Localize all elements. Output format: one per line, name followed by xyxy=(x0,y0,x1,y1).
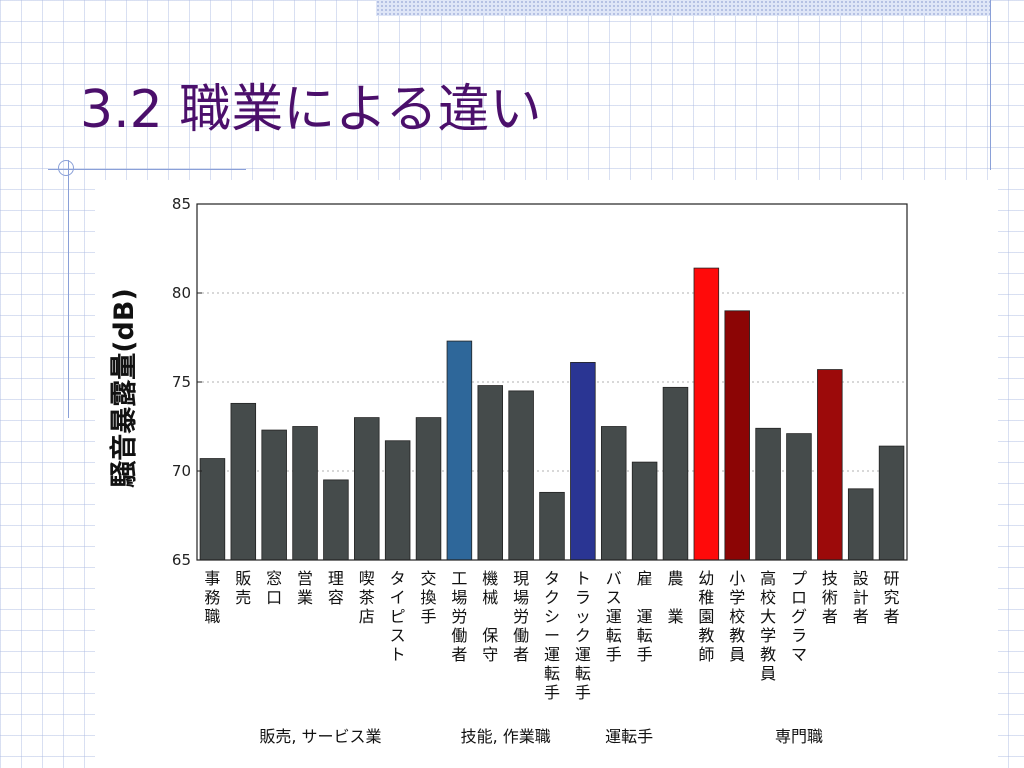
group-label: 専門職 xyxy=(775,727,823,746)
x-tick-label: 研究者 xyxy=(884,569,900,626)
bar xyxy=(724,310,750,561)
x-tick-label: 農 業 xyxy=(667,569,683,626)
group-label: 技能, 作業職 xyxy=(461,727,551,746)
group-label: 運転手 xyxy=(605,727,653,746)
x-tick-label: 理容 xyxy=(328,569,344,607)
bars xyxy=(199,267,905,561)
bar xyxy=(415,417,442,561)
x-tick-label: プログラマ xyxy=(791,569,807,664)
y-tick-label: 80 xyxy=(172,284,191,302)
x-tick-label: 工場労働者 xyxy=(451,569,467,664)
x-tick-label: 機械 保守 xyxy=(482,569,498,664)
bar xyxy=(323,479,349,561)
y-ticks: 65 70 75 80 85 xyxy=(172,195,202,569)
bar xyxy=(817,369,843,561)
x-tick-label: 交換手 xyxy=(421,569,437,626)
slide-title: 3.2 職業による違い xyxy=(80,80,542,140)
bar xyxy=(755,427,781,561)
group-labels: 販売, サービス業 技能, 作業職 運転手 専門職 xyxy=(259,727,823,746)
bar xyxy=(631,461,658,561)
bar xyxy=(508,390,534,561)
y-tick-label: 75 xyxy=(172,373,191,391)
bar xyxy=(261,429,287,561)
x-tick-label: 設計者 xyxy=(853,569,869,626)
right-decor-line xyxy=(990,0,991,170)
bar xyxy=(693,267,720,561)
x-tick-label: 幼稚園教師 xyxy=(698,569,714,664)
x-tick-label: 現場労働者 xyxy=(513,569,529,664)
x-tick-label: 営業 xyxy=(297,569,313,607)
bar xyxy=(446,340,473,561)
x-tick-label: トラック運転手 xyxy=(575,569,591,702)
bar xyxy=(199,458,226,561)
bar xyxy=(539,491,565,561)
bar xyxy=(292,426,318,561)
x-tick-label: 高校大学教員 xyxy=(760,569,776,683)
x-tick-label: 事務職 xyxy=(204,569,220,626)
x-tick-label: 技術者 xyxy=(822,569,838,626)
bar xyxy=(600,426,627,561)
group-label: 販売, サービス業 xyxy=(259,727,381,746)
x-tick-label: 販売 xyxy=(235,569,251,607)
x-tick-label: 小学校教員 xyxy=(729,569,745,664)
x-tick-label: 雇 運転手 xyxy=(637,569,653,664)
bar xyxy=(477,385,504,561)
x-tick-label: バス運転手 xyxy=(606,569,622,664)
bar xyxy=(878,445,905,561)
y-tick-label: 70 xyxy=(172,462,191,480)
y-axis-label: 騒音暴露量(dB) xyxy=(108,288,140,488)
title-underline xyxy=(48,169,246,170)
decor-ring xyxy=(58,160,74,176)
bar xyxy=(570,362,596,561)
x-tick-label: 窓口 xyxy=(266,569,282,607)
x-tick-label: タイピスト xyxy=(390,569,406,664)
bar xyxy=(662,386,689,561)
x-tick-label: タクシー運転手 xyxy=(544,569,560,702)
bar xyxy=(786,433,812,561)
bar xyxy=(230,402,257,561)
left-decor-line xyxy=(68,160,69,418)
y-tick-label: 85 xyxy=(172,195,191,213)
bar xyxy=(384,440,411,561)
bar xyxy=(354,417,380,561)
bar xyxy=(847,488,874,561)
x-tick-label: 喫茶店 xyxy=(359,569,375,626)
header-decor-band xyxy=(376,0,990,16)
y-tick-label: 65 xyxy=(172,551,191,569)
bar-chart: 65 70 75 80 85 騒音暴露量(dB) 事務職販売窓口営業理容喫茶店タイピスト… xyxy=(108,195,908,746)
